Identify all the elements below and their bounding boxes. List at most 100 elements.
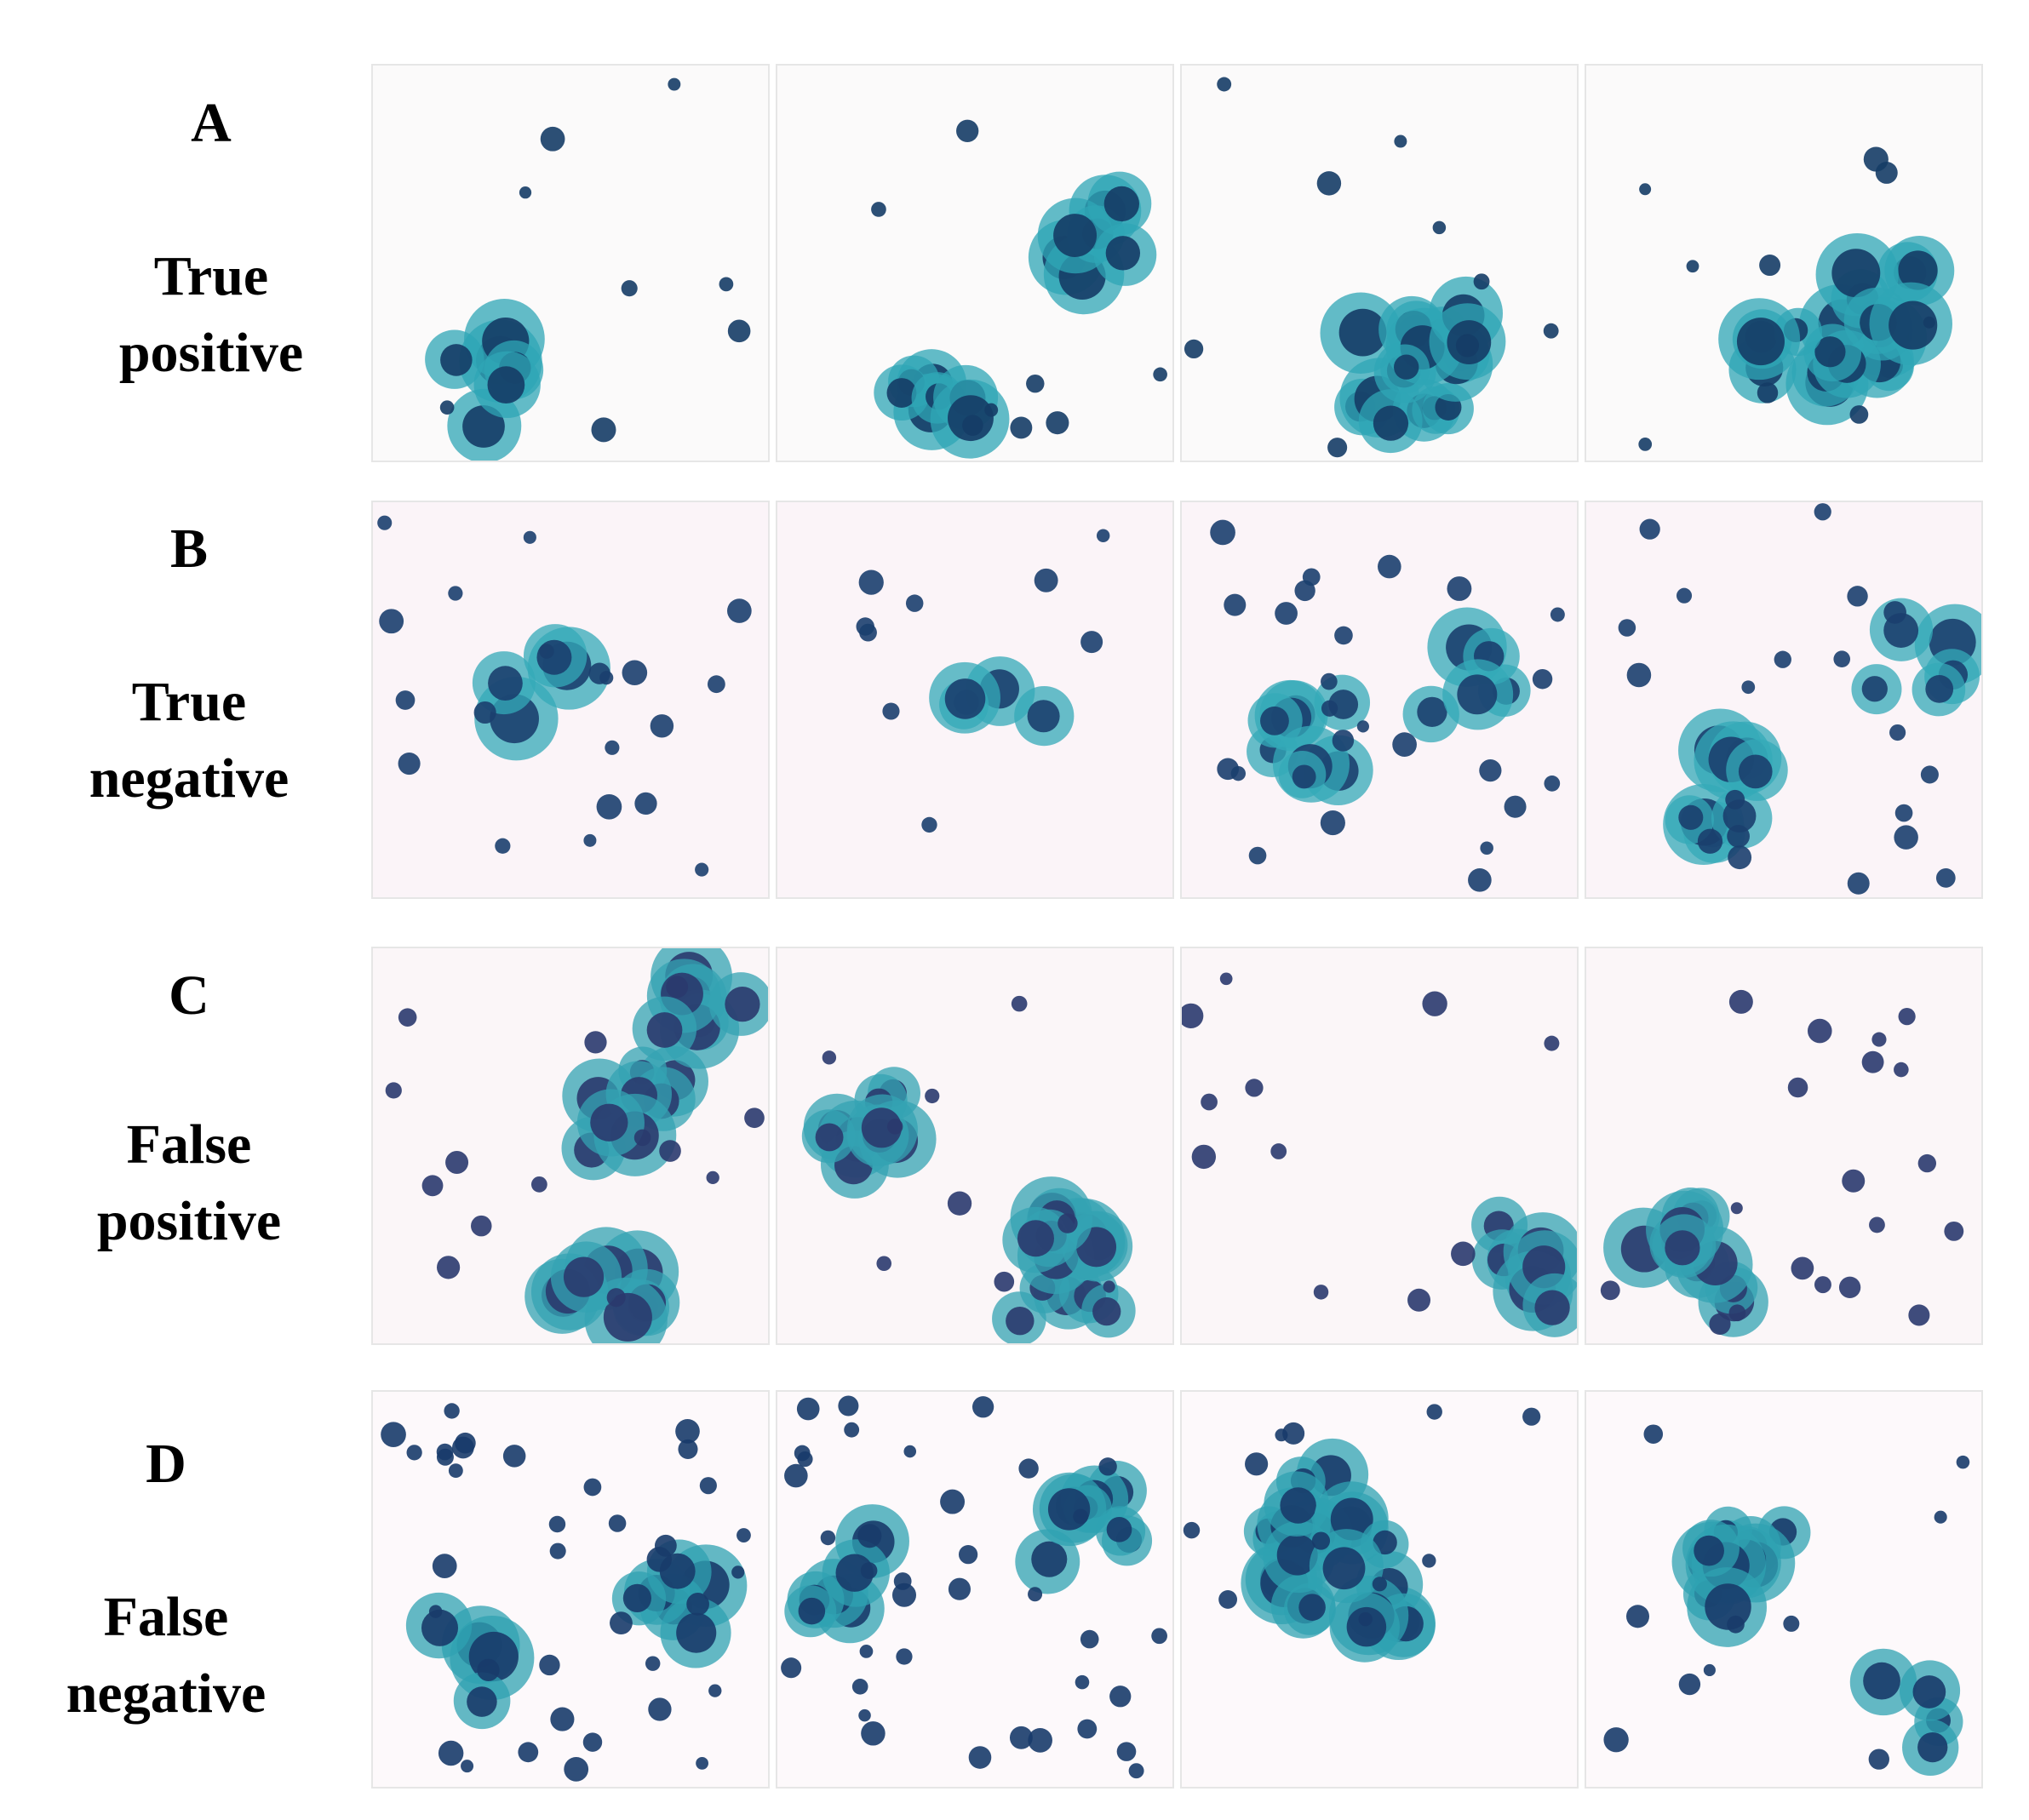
small-cell — [1184, 339, 1204, 359]
small-cell — [861, 1721, 886, 1746]
cell-nucleus — [1863, 1662, 1900, 1700]
small-cell — [1727, 1615, 1745, 1634]
small-cell — [820, 1530, 836, 1546]
small-cell — [438, 1740, 464, 1766]
small-cell — [1011, 995, 1028, 1012]
small-cell — [1883, 601, 1906, 624]
small-cell — [1833, 650, 1851, 668]
small-cell — [645, 1656, 661, 1671]
small-cell — [1128, 1763, 1144, 1779]
small-cell — [940, 1489, 966, 1514]
small-cell — [495, 838, 511, 854]
small-cell — [1182, 1003, 1204, 1028]
cell-illustration — [1600, 989, 1964, 1337]
small-cell — [1480, 841, 1493, 856]
cell-nucleus — [1394, 354, 1419, 380]
small-cell — [1920, 765, 1939, 784]
cell-nucleus — [1925, 675, 1954, 703]
small-cell — [871, 202, 886, 217]
small-cell — [1073, 1508, 1089, 1525]
row-description: False negative — [66, 1586, 267, 1725]
small-cell — [650, 714, 674, 738]
cell-nucleus — [1298, 1594, 1326, 1621]
cell-illustration — [1210, 519, 1565, 892]
small-cell — [1807, 1018, 1832, 1044]
small-cell — [859, 623, 877, 642]
small-cell — [1600, 1280, 1620, 1301]
row-letter: A — [191, 92, 232, 154]
small-cell — [1787, 1077, 1808, 1098]
small-cell — [858, 1708, 871, 1722]
small-cell — [972, 1396, 994, 1418]
small-cell — [896, 1648, 913, 1665]
small-cell — [445, 1150, 469, 1174]
cell-nucleus — [1031, 1541, 1068, 1577]
small-cell — [436, 1443, 454, 1461]
small-cell — [686, 1593, 709, 1616]
small-cell — [1676, 587, 1693, 604]
cell-nucleus — [1417, 696, 1447, 728]
cell-nucleus — [1006, 1307, 1035, 1336]
small-cell — [1320, 810, 1345, 836]
small-cell — [707, 675, 725, 694]
small-cell — [696, 1756, 708, 1770]
small-cell — [1757, 382, 1779, 403]
small-cell — [1678, 1673, 1701, 1696]
small-cell — [1270, 1143, 1287, 1159]
small-cell — [518, 1742, 539, 1763]
micrograph-panel — [776, 947, 1174, 1345]
cell-nucleus — [798, 1597, 826, 1625]
cell-illustration — [385, 948, 768, 1343]
small-cell — [448, 586, 463, 601]
small-cell — [606, 1288, 626, 1308]
cell-nucleus — [1092, 1296, 1121, 1326]
small-cell — [646, 1547, 672, 1572]
small-cell — [1451, 1241, 1476, 1267]
cell-illustration — [1603, 1424, 1970, 1776]
small-cell — [439, 400, 455, 415]
cell-nucleus — [1338, 308, 1387, 357]
small-cell — [1544, 1035, 1560, 1051]
row-description: False positive — [96, 1113, 282, 1252]
small-cell — [1026, 374, 1045, 393]
small-cell — [1217, 77, 1232, 92]
cell-nucleus — [1898, 250, 1938, 290]
small-cell — [539, 644, 554, 659]
small-cell — [608, 1514, 627, 1532]
small-cell — [1218, 1590, 1238, 1609]
small-cell — [385, 1082, 402, 1099]
cell-nucleus — [1694, 1535, 1724, 1566]
cell-illustration — [871, 119, 1167, 459]
cell-illustration — [781, 1395, 1167, 1779]
cell-nucleus — [622, 1583, 652, 1612]
small-cell — [860, 1562, 878, 1579]
cell-nucleus — [1276, 1534, 1318, 1576]
small-cell — [1868, 1748, 1889, 1770]
small-cell — [744, 1107, 765, 1129]
small-cell — [1639, 183, 1652, 196]
small-cell — [648, 1697, 672, 1721]
cell-nucleus — [1373, 405, 1409, 441]
cell-nucleus — [1678, 804, 1704, 830]
micrograph-panel — [1180, 64, 1579, 462]
small-cell — [1908, 1304, 1930, 1326]
cell-nucleus — [815, 1123, 844, 1152]
small-cell — [473, 701, 496, 724]
cell-nucleus — [1105, 236, 1141, 271]
small-cell — [905, 594, 924, 612]
cell-nucleus — [1047, 1488, 1091, 1531]
small-cell — [1543, 323, 1559, 339]
small-cell — [1294, 580, 1315, 602]
small-cell — [1432, 220, 1447, 235]
small-cell — [947, 1191, 972, 1216]
cell-nucleus — [440, 344, 473, 376]
micrograph-panel — [1585, 1390, 1983, 1789]
small-cell — [1191, 1144, 1217, 1170]
small-cell — [1842, 1169, 1866, 1193]
small-cell — [582, 1732, 603, 1752]
small-cell — [1917, 1153, 1937, 1173]
small-cell — [1034, 568, 1058, 592]
small-cell — [1847, 872, 1870, 895]
small-cell — [1889, 724, 1906, 741]
small-cell — [1356, 720, 1369, 733]
